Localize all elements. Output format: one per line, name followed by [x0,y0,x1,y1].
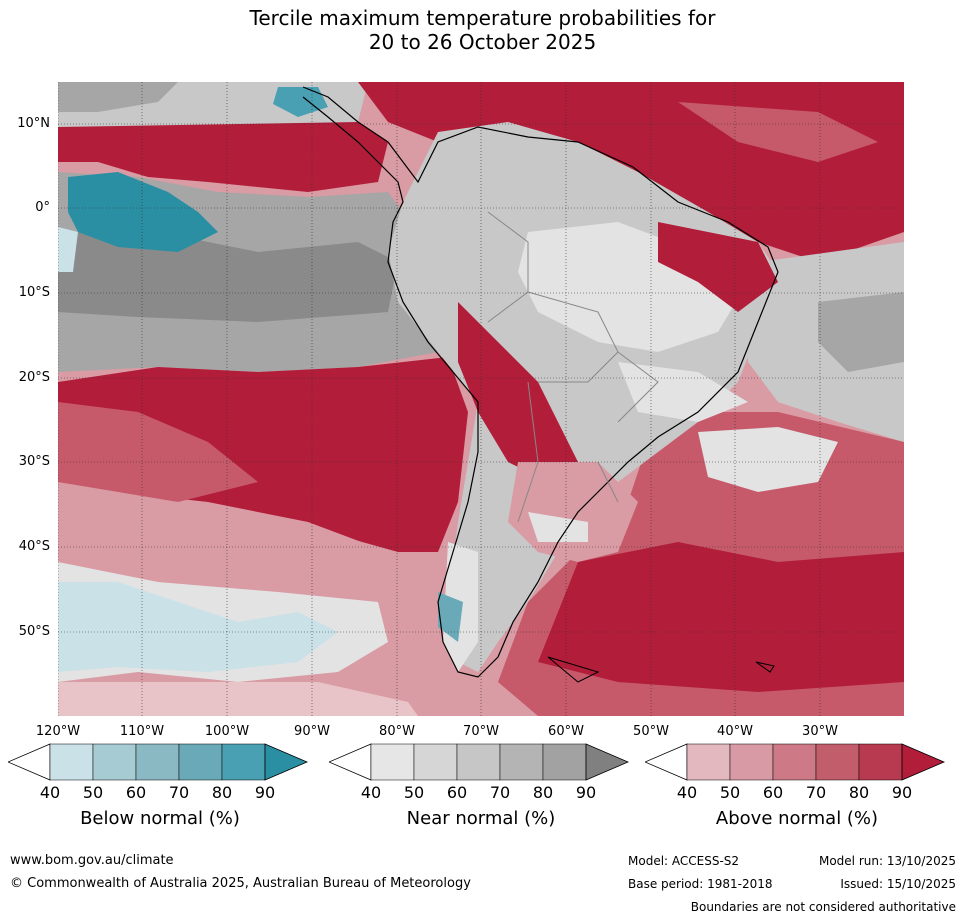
graticule [58,82,904,716]
above-colorbar-max-arrow [901,743,946,781]
above-colorbar-tick: 50 [719,783,741,802]
lon-label-90w: 90°W [294,724,330,739]
below-colorbar-segment [178,743,223,781]
above-colorbar-tick: 80 [848,783,870,802]
above-colorbar-tick: 90 [891,783,913,802]
near-colorbar-segment [370,743,415,781]
country-borders [487,211,659,523]
lon-label-50w: 50°W [633,724,669,739]
colorbar-title-above: Above normal (%) [715,808,879,829]
below-normal-region-galapagos [68,172,218,252]
lon-label-40w: 40°W [717,724,753,739]
near-colorbar-tick: 40 [360,783,382,802]
lon-label-60w: 60°W [548,724,584,739]
above-normal-mid-north-atlantic [678,102,878,162]
below-colorbar-segment [221,743,266,781]
above-normal-band-north-pacific [58,122,388,192]
colorbar-title-below: Below normal (%) [80,808,240,829]
lat-label-40s: 40°S [18,539,50,554]
near-colorbar-segment [456,743,501,781]
model-name: Model: ACCESS-S2 [628,854,740,868]
above-normal-strong-south-atlantic [538,542,904,692]
base-period: Base period: 1981-2018 [628,877,773,891]
near-colorbar-tick: 90 [575,783,597,802]
lon-label-30w: 30°W [802,724,838,739]
lon-label-110w: 110°W [119,724,165,739]
below-colorbar-tick: 80 [211,783,233,802]
amazon-above-normal-strong [658,222,778,312]
andes-above-normal-strong [458,302,578,482]
above-normal-mid-south-pacific [58,402,258,502]
copyright-text: © Commonwealth of Australia 2025, Austra… [10,876,471,891]
boundaries-disclaimer: Boundaries are not considered authoritat… [690,900,956,914]
map-title-line1: Tercile maximum temperature probabilitie… [249,6,716,30]
near-colorbar-segment [499,743,544,781]
brazil-near-normal-pale [618,362,748,422]
lat-label-10n: 10°N [17,116,50,131]
near-normal-strong-equatorial [58,232,398,322]
above-colorbar-segment [686,743,731,781]
near-colorbar-tick: 80 [532,783,554,802]
islands-outline [547,656,775,683]
above-colorbar-tick: 60 [762,783,784,802]
lon-label-70w: 70°W [463,724,499,739]
lat-label-0: 0° [35,200,50,215]
lat-label-20s: 20°S [18,370,50,385]
near-colorbar-min-arrow [329,743,372,781]
issued-date: Issued: 15/10/2025 [840,877,956,891]
above-colorbar-segment [772,743,817,781]
above-colorbar-tick: 70 [805,783,827,802]
lat-label-50s: 50°S [18,624,50,639]
below-colorbar-segment [92,743,137,781]
below-normal-patch-north [273,87,328,117]
above-colorbar-segment [858,743,903,781]
below-colorbar-max-arrow [264,743,309,781]
near-colorbar-segment [542,743,587,781]
above-normal-pale-far-south [58,682,418,716]
colorbar-title-near: Near normal (%) [406,808,556,829]
near-colorbar-max-arrow [585,743,630,781]
near-colorbar-tick: 70 [489,783,511,802]
above-colorbar-min-arrow [645,743,688,781]
lat-label-30s: 30°S [18,454,50,469]
colorbar-near-normal [329,743,630,781]
above-normal-light-south-pacific [58,482,438,592]
lon-label-120w: 120°W [35,724,81,739]
patagonia-below-normal [438,592,463,642]
above-normal-band-south-pacific [58,357,468,552]
below-colorbar-tick: 70 [168,783,190,802]
near-colorbar-tick: 50 [403,783,425,802]
above-colorbar-tick: 40 [676,783,698,802]
below-colorbar-tick: 50 [82,783,104,802]
colorbar-above-normal [645,743,946,781]
near-colorbar-segment [413,743,458,781]
lat-label-10s: 10°S [18,285,50,300]
near-normal-region-north-pacific-strong [58,82,178,112]
above-colorbar-segment [729,743,774,781]
below-normal-pale-south [58,582,338,672]
model-run-date: Model run: 13/10/2025 [818,854,956,868]
below-colorbar-segment [135,743,180,781]
above-colorbar-segment [815,743,860,781]
probability-map [58,82,904,716]
coastline [302,86,779,678]
below-colorbar-min-arrow [8,743,51,781]
below-colorbar-segment [49,743,94,781]
below-colorbar-tick: 60 [125,783,147,802]
below-colorbar-tick: 40 [39,783,61,802]
below-normal-pale-west [58,227,78,272]
lon-label-80w: 80°W [379,724,415,739]
map-title-line2: 20 to 26 October 2025 [368,30,597,54]
near-colorbar-tick: 60 [446,783,468,802]
near-normal-pale-south-atlantic [698,427,838,492]
lon-label-100w: 100°W [204,724,250,739]
near-normal-mid-tropical-atlantic [818,292,904,372]
below-colorbar-tick: 90 [254,783,276,802]
colorbar-below-normal [8,743,309,781]
website-link[interactable]: www.bom.gov.au/climate [10,853,174,868]
